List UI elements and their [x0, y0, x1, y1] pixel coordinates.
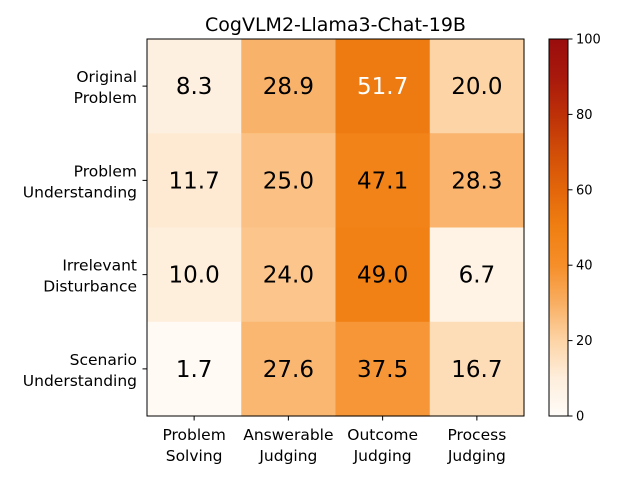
heatmap-cell	[241, 39, 337, 134]
colorbar-frame	[548, 38, 569, 417]
cell-value-label: 10.0	[169, 263, 220, 289]
cell-value-label: 11.7	[169, 168, 220, 194]
heatmap-cell	[429, 227, 525, 323]
heatmap-cell	[335, 133, 431, 229]
y-tick-label: Understanding	[23, 372, 137, 390]
cell-value-label: 20.0	[451, 74, 502, 100]
heatmap-cell	[241, 321, 337, 417]
x-tick-label: Solving	[166, 447, 223, 465]
heatmap-cell	[241, 227, 337, 323]
heatmap-cell	[147, 321, 242, 417]
heatmap-cell	[429, 39, 525, 134]
y-tick-label: Disturbance	[43, 278, 137, 296]
chart-title: CogVLM2-Llama3-Chat-19B	[205, 14, 466, 36]
colorbar-tick-label: 60	[576, 183, 593, 198]
cell-value-label: 24.0	[263, 263, 314, 289]
cell-value-label: 6.7	[459, 263, 496, 289]
x-axis: Problem Solving Answerable Judging Outcome Ju…	[162, 416, 506, 465]
heatmap-cell	[147, 133, 242, 229]
y-axis: Original Problem Problem Understanding Irrel…	[23, 68, 147, 390]
cell-value-label: 8.3	[176, 74, 213, 100]
heatmap-cell	[429, 133, 525, 229]
cell-value-label: 28.3	[451, 168, 502, 194]
cell-value-label: 27.6	[263, 357, 314, 383]
heatmap-cell	[147, 227, 242, 323]
colorbar-tick-label: 20	[576, 334, 593, 349]
heatmap-cells: 8.3 28.9 51.7 20.0 11.7 25.0 47.1 28.3 10.0 24.0 4…	[147, 39, 525, 417]
x-tick-label: Process	[447, 426, 506, 444]
heatmap-cell	[147, 39, 242, 134]
colorbar-tick-label: 80	[576, 108, 593, 123]
cell-value-label: 51.7	[357, 74, 408, 100]
cell-value-label: 25.0	[263, 168, 314, 194]
heatmap-cell	[241, 133, 337, 229]
cell-value-label: 1.7	[176, 357, 213, 383]
colorbar-tick-label: 100	[576, 33, 601, 48]
y-tick-label: Scenario	[70, 351, 137, 369]
cell-value-label: 28.9	[263, 74, 314, 100]
heatmap-cell	[335, 227, 431, 323]
y-tick-label: Problem	[74, 162, 137, 180]
cell-value-label: 49.0	[357, 263, 408, 289]
colorbar-tick-label: 40	[576, 259, 593, 274]
x-tick-label: Problem	[162, 426, 225, 444]
y-tick-label: Understanding	[23, 183, 137, 201]
y-tick-label: Irrelevant	[62, 257, 137, 275]
x-tick-label: Outcome	[347, 426, 418, 444]
cell-value-label: 47.1	[357, 168, 408, 194]
cell-value-label: 37.5	[357, 357, 408, 383]
heatmap-cell	[429, 321, 525, 417]
colorbar-axis: 0 20 40 60 80 100	[568, 33, 601, 425]
heatmap-cell	[335, 39, 431, 134]
heatmap-cell	[335, 321, 431, 417]
colorbar-gradient	[549, 39, 568, 416]
cell-value-label: 16.7	[451, 357, 502, 383]
y-tick-label: Original	[76, 68, 137, 86]
x-tick-label: Answerable	[243, 426, 333, 444]
x-tick-label: Judging	[258, 447, 317, 465]
y-tick-label: Problem	[74, 89, 137, 107]
colorbar-tick-label: 0	[576, 410, 584, 425]
x-tick-label: Judging	[447, 447, 506, 465]
plot-frame	[146, 38, 525, 417]
x-tick-label: Judging	[353, 447, 412, 465]
